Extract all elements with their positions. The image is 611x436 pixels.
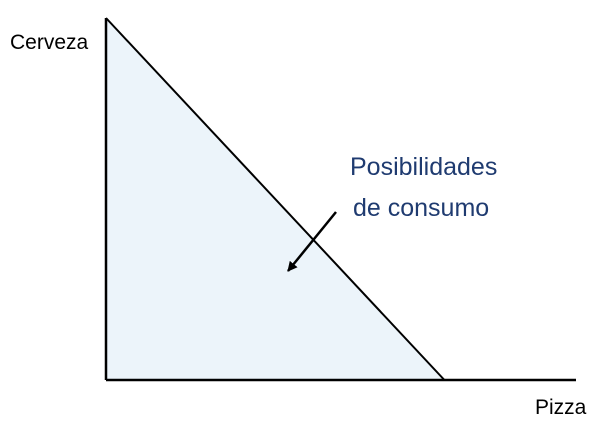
annotation-arrow [287,211,337,272]
annotation-line-2: de consumo [353,194,489,222]
budget-line [105,17,446,381]
annotation-line-1: Posibilidades [350,153,497,181]
y-axis-label: Cerveza [10,31,89,54]
x-axis-label: Pizza [535,396,587,419]
